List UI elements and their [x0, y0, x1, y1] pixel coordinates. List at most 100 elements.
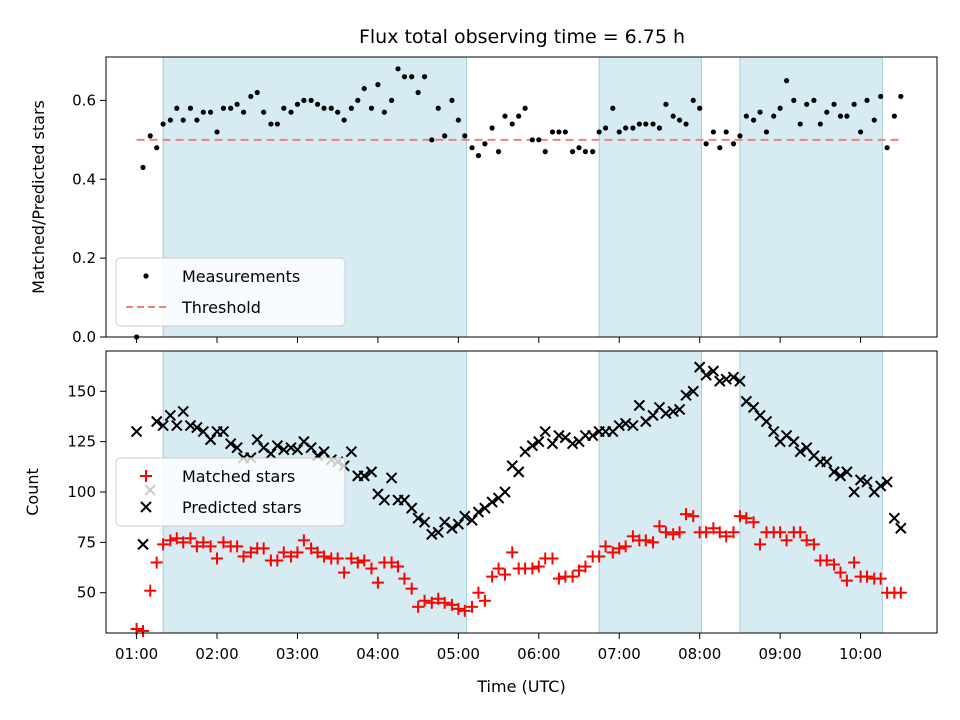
measurement-point: [556, 129, 562, 135]
predicted-star-point: [553, 429, 565, 442]
predicted-star-point: [526, 439, 539, 452]
matched-star-point: [700, 526, 713, 539]
measurement-point: [616, 129, 622, 135]
matched-star-point: [425, 596, 438, 609]
measurement-point: [435, 105, 441, 111]
predicted-star-point: [459, 510, 471, 522]
matched-star-markers: [130, 508, 907, 637]
measurement-point: [750, 117, 757, 123]
matched-star-point: [613, 542, 626, 555]
measurement-point: [140, 164, 146, 171]
matched-star-point: [190, 540, 203, 553]
matched-star-point: [318, 550, 331, 563]
predicted-star-point: [633, 399, 646, 412]
top-legend: Measurements Threshold: [115, 257, 346, 327]
y-tick-label: 75: [77, 533, 96, 551]
matched-star-point: [257, 542, 270, 555]
x-tick-label: 07:00: [598, 645, 641, 663]
measurement-point: [381, 109, 387, 115]
predicted-star-point: [586, 429, 599, 442]
predicted-star-point: [177, 405, 189, 418]
measurement-point: [804, 101, 810, 107]
x-axis-label: Time (UTC): [476, 677, 565, 696]
measurement-point: [348, 105, 354, 111]
predicted-star-point: [157, 419, 169, 432]
measurement-point: [817, 121, 823, 127]
matched-star-point: [170, 532, 183, 545]
measurement-point: [341, 117, 347, 123]
y-tick-label: 150: [67, 382, 96, 400]
measurement-point: [824, 109, 830, 115]
measurement-point: [730, 141, 737, 147]
shaded-region-2: [598, 350, 702, 634]
measurement-point: [361, 85, 367, 92]
predicted-star-point: [486, 496, 498, 508]
measurement-point: [737, 133, 743, 139]
predicted-star-point: [660, 407, 672, 420]
measurement-point: [388, 97, 395, 103]
matched-star-point: [144, 584, 157, 597]
measurement-point: [268, 121, 274, 127]
predicted-star-point: [874, 480, 887, 492]
measurement-point: [455, 117, 461, 123]
matched-star-point: [780, 534, 793, 547]
measurement-point: [234, 101, 240, 107]
predicted-star-point: [834, 470, 847, 482]
matched-star-point: [311, 546, 324, 559]
matched-star-point: [478, 594, 491, 607]
bottom-y-ticks: 50 75 100 125 150: [67, 382, 106, 602]
predicted-star-markers: [130, 361, 907, 551]
measurement-point: [288, 109, 294, 115]
matched-star-point: [707, 522, 720, 535]
measurement-point: [590, 149, 596, 155]
matched-star-point: [834, 566, 847, 579]
predicted-star-point: [714, 375, 726, 387]
matched-star-point: [371, 576, 384, 589]
measurement-point: [643, 121, 649, 127]
matched-star-point: [405, 582, 418, 595]
predicted-star-point: [854, 474, 867, 486]
measurement-point: [610, 105, 616, 111]
bottom-y-axis-label: Count: [23, 468, 42, 516]
legend-label-threshold: Threshold: [181, 298, 261, 317]
matched-star-point: [667, 528, 680, 541]
matched-star-point: [606, 546, 619, 559]
matched-star-point: [137, 624, 150, 637]
matched-star-point: [754, 538, 767, 551]
predicted-star-point: [265, 448, 277, 460]
top-y-ticks: 0.0 0.2 0.4 0.6: [72, 91, 106, 346]
measurement-point: [228, 105, 234, 111]
measurement-point: [811, 97, 817, 103]
predicted-star-point: [895, 522, 907, 534]
matched-star-point: [680, 508, 693, 521]
matched-star-point: [271, 554, 284, 567]
measurement-point: [529, 137, 535, 143]
predicted-star-point: [734, 375, 746, 387]
matched-star-point: [894, 586, 907, 599]
predicted-star-point: [446, 522, 458, 534]
measurement-point: [274, 121, 280, 127]
predicted-star-point: [358, 470, 370, 482]
matched-star-point: [297, 534, 310, 547]
predicted-star-point: [727, 371, 740, 383]
measurement-point: [469, 145, 475, 151]
measurement-point: [220, 105, 227, 111]
predicted-star-point: [693, 361, 706, 373]
x-tick-label: 06:00: [517, 645, 560, 663]
predicted-star-point: [231, 441, 243, 454]
measurement-point: [623, 125, 629, 131]
y-tick-label: 0.6: [72, 91, 96, 109]
matched-star-point: [197, 536, 210, 549]
matched-star-point: [807, 538, 820, 551]
measurement-point: [596, 129, 602, 135]
matched-star-point: [659, 526, 672, 539]
y-tick-label: 100: [67, 483, 96, 501]
predicted-star-point: [512, 466, 525, 478]
predicted-star-point: [888, 512, 901, 524]
measurement-point: [723, 129, 729, 135]
predicted-star-point: [466, 514, 478, 526]
matched-star-point: [398, 572, 411, 585]
matched-star-point: [573, 564, 586, 577]
matched-star-point: [733, 510, 746, 523]
